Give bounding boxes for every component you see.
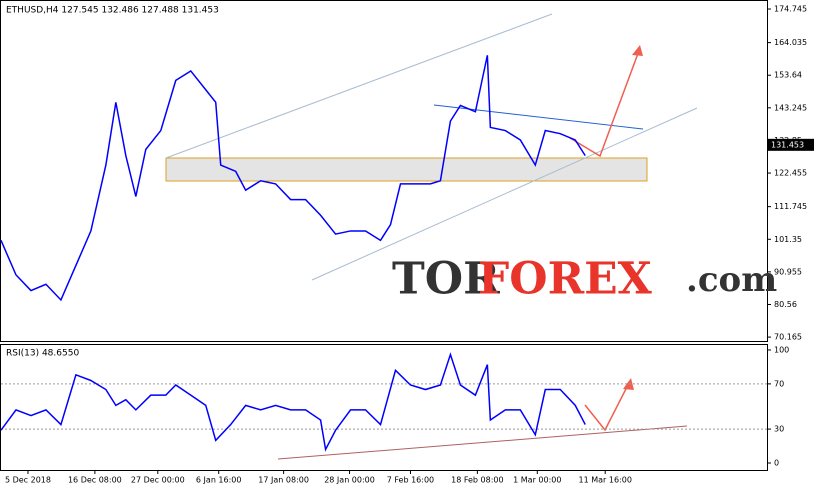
y-tick-label: 153.64 [774, 71, 802, 80]
y-tick-label: 90.955 [774, 267, 802, 276]
x-tick-label: 28 Jan 00:00 [324, 476, 375, 485]
price-label-box [767, 138, 814, 151]
zone [165, 157, 648, 182]
y-tick-label: 80.56 [774, 300, 797, 309]
rsi-panel [0, 344, 768, 471]
y-tick-label: 0 [774, 458, 779, 467]
y-tick-label: 70 [774, 379, 784, 388]
x-tick-label: 11 Mar 16:00 [579, 476, 632, 485]
x-tick-label: 5 Dec 2018 [5, 476, 51, 485]
arrow-head [632, 45, 643, 56]
rsi-title: RSI(13) 48.6550 [6, 349, 79, 359]
arrow [584, 380, 631, 432]
watermark: TOR FOREX .com [392, 254, 777, 305]
x-tick-label: 1 Mar 00:00 [513, 476, 561, 485]
series-line [0, 352, 586, 452]
chart-title: ETHUSD,H4 127.545 132.486 127.488 131.45… [6, 6, 219, 16]
watermark-text: FOREX [478, 254, 653, 305]
y-tick-label: 100 [774, 345, 789, 354]
x-tick-label: 17 Jan 08:00 [258, 476, 309, 485]
x-tick-label: 7 Feb 16:00 [387, 476, 434, 485]
y-tick-label: 30 [774, 425, 784, 434]
y-tick-label: 174.745 [774, 5, 807, 14]
x-tick-label: 6 Jan 16:00 [196, 476, 242, 485]
trend-line [277, 425, 688, 460]
y-tick-label: 101.35 [774, 235, 802, 244]
y-tick-label: 70.165 [774, 333, 802, 342]
series-line [0, 55, 586, 302]
price-panel [0, 0, 768, 342]
y-tick-label: 164.035 [774, 38, 807, 47]
arrow-head [623, 378, 634, 390]
x-tick-label: 27 Dec 00:00 [131, 476, 185, 485]
y-tick-label: 143.245 [774, 103, 807, 112]
y-tick-label: 111.745 [774, 202, 807, 211]
x-tick-label: 16 Dec 08:00 [68, 476, 122, 485]
price-label: 131.453 [771, 140, 804, 149]
channel-line [311, 107, 698, 281]
watermark-text: .com [686, 260, 777, 300]
x-tick-label: 18 Feb 08:00 [451, 476, 503, 485]
y-tick-label: 122.455 [774, 169, 807, 178]
watermark-text: TOR [392, 254, 500, 305]
channel-line [165, 13, 553, 159]
arrow [569, 47, 641, 158]
